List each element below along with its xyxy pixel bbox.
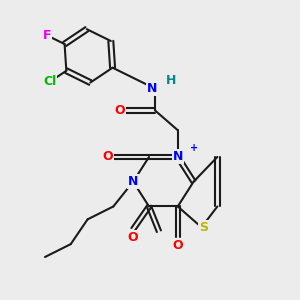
Text: +: +: [190, 143, 198, 153]
Text: F: F: [43, 29, 51, 42]
Text: O: O: [172, 238, 183, 252]
Text: O: O: [128, 231, 139, 244]
Text: N: N: [172, 150, 183, 164]
Text: O: O: [114, 104, 124, 117]
Text: N: N: [147, 82, 157, 95]
Text: H: H: [166, 74, 176, 87]
Text: Cl: Cl: [43, 75, 56, 88]
Text: N: N: [128, 175, 138, 188]
Text: O: O: [102, 150, 113, 164]
Text: S: S: [199, 221, 208, 234]
